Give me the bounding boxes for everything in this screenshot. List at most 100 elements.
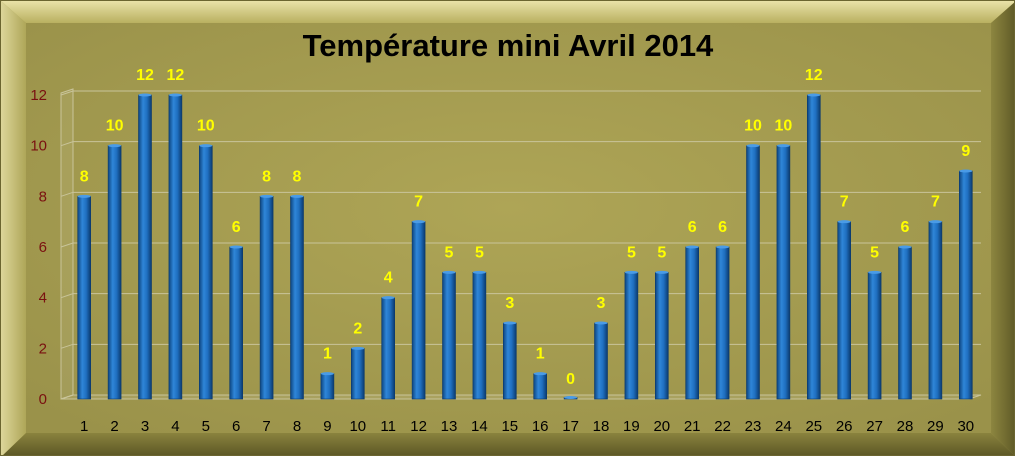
bar-body — [442, 272, 456, 400]
bar — [502, 321, 517, 400]
data-label: 10 — [197, 118, 215, 135]
x-tick-label: 1 — [80, 418, 88, 435]
data-label: 5 — [627, 244, 636, 261]
gridline — [60, 242, 981, 248]
data-label: 10 — [106, 118, 124, 135]
bar-cap — [442, 270, 456, 274]
data-label: 8 — [80, 168, 89, 185]
x-tick-label: 16 — [532, 418, 549, 435]
data-label: 6 — [688, 219, 697, 236]
y-axis-tick-labels: 0 2 4 6 8 10 12 — [30, 87, 47, 408]
bar-body — [928, 221, 943, 400]
bar-body — [685, 246, 700, 400]
bar-cap — [776, 144, 790, 148]
bar — [138, 93, 152, 400]
bar — [685, 245, 700, 400]
bar — [259, 194, 274, 400]
bar-cap — [351, 346, 365, 350]
bar-body — [320, 373, 335, 400]
x-tick-label: 17 — [562, 418, 579, 435]
bar-body — [107, 145, 122, 400]
data-label: 5 — [657, 244, 666, 261]
bar — [199, 144, 213, 400]
bar-body — [411, 221, 426, 400]
bar-cap — [138, 93, 152, 97]
bar-body — [776, 145, 791, 400]
bar-cap — [807, 93, 821, 97]
chart-title: Température mini Avril 2014 — [303, 28, 714, 63]
bar-body — [259, 196, 274, 400]
data-label: 6 — [718, 219, 727, 236]
x-tick-label: 27 — [866, 418, 883, 435]
bar-body — [472, 272, 487, 400]
data-label: 8 — [293, 168, 302, 185]
bar — [624, 270, 639, 400]
bar-body — [229, 246, 243, 400]
bar-cap — [199, 144, 213, 148]
y-tick-label: 4 — [39, 290, 47, 307]
bar-cap — [533, 372, 547, 376]
bar-body — [381, 297, 396, 400]
bar-cap — [320, 372, 334, 376]
data-label: 6 — [901, 219, 910, 236]
x-tick-label: 22 — [714, 418, 731, 435]
x-tick-label: 18 — [593, 418, 610, 435]
bar-cap — [472, 270, 486, 274]
data-label: 7 — [840, 194, 849, 211]
bar-cap — [837, 220, 851, 224]
data-label: 12 — [136, 67, 154, 84]
bar-cap — [928, 220, 942, 224]
x-tick-label: 25 — [805, 418, 822, 435]
x-tick-label: 6 — [232, 418, 240, 435]
y-tick-label: 0 — [39, 391, 47, 408]
y-tick-label: 12 — [30, 87, 47, 104]
bar — [442, 270, 456, 400]
bar — [715, 245, 730, 400]
x-tick-label: 13 — [441, 418, 458, 435]
y-tick-label: 6 — [39, 239, 47, 256]
bar-body — [350, 348, 365, 400]
bar — [77, 194, 91, 400]
x-tick-label: 23 — [745, 418, 762, 435]
data-label: 8 — [262, 168, 271, 185]
x-tick-label: 12 — [410, 418, 427, 435]
data-label: 10 — [744, 118, 762, 135]
x-tick-label: 29 — [927, 418, 944, 435]
bar-cap — [959, 169, 973, 173]
y-tick-label: 8 — [39, 188, 47, 205]
bar — [472, 270, 487, 400]
x-tick-label: 10 — [349, 418, 366, 435]
data-label: 1 — [323, 346, 332, 363]
x-tick-label: 4 — [171, 418, 179, 435]
data-label: 7 — [931, 194, 940, 211]
bar-body — [624, 272, 639, 400]
bar — [776, 144, 791, 400]
bar-cap — [290, 194, 304, 198]
data-label: 0 — [566, 371, 575, 388]
data-label: 6 — [232, 219, 241, 236]
bar — [594, 321, 608, 400]
bar-body — [806, 94, 821, 400]
data-label: 3 — [505, 295, 514, 312]
x-tick-label: 19 — [623, 418, 640, 435]
x-tick-label: 21 — [684, 418, 701, 435]
data-label: 5 — [475, 244, 484, 261]
bar — [320, 372, 335, 400]
bar-body — [898, 246, 912, 400]
x-tick-label: 3 — [141, 418, 149, 435]
bar — [563, 396, 578, 400]
bar-body — [290, 196, 304, 400]
gridline — [60, 90, 981, 96]
data-label: 1 — [536, 346, 545, 363]
data-label: 7 — [414, 194, 423, 211]
data-label: 4 — [384, 270, 393, 287]
bar-cap — [564, 396, 578, 399]
bar — [381, 296, 396, 400]
bar-cap — [260, 194, 274, 198]
bar-body — [867, 272, 882, 400]
bar-cap — [868, 270, 882, 274]
bar — [107, 144, 122, 400]
x-tick-label: 24 — [775, 418, 792, 435]
